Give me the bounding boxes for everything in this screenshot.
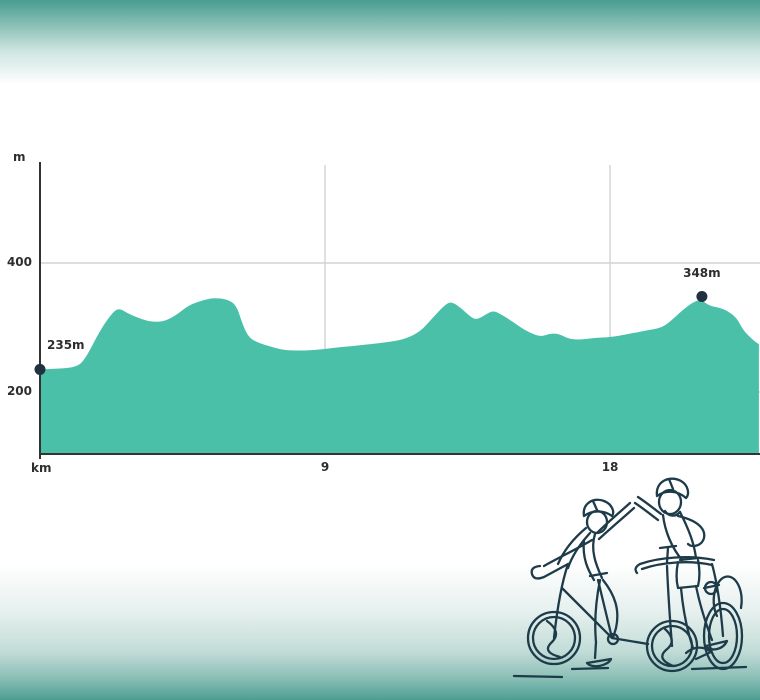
right-bike-seat-icon [658,544,678,564]
chart-axes [39,162,760,459]
man-feet-icon [684,639,729,661]
left-wheel-spoke-squiggle-icon [545,619,562,659]
man-highfive-arm-icon [633,495,663,522]
girl-highfive-arm-icon [595,501,636,541]
girl-helmet-icon [582,498,615,518]
elevation-area[interactable] [40,298,759,454]
right-bike-fork-icon [710,562,725,638]
elevation-marker-dot-348 [696,291,708,303]
man-beard-icon [663,509,682,517]
y-tick-label-200: 200 [6,384,32,398]
girl-legs-icon [593,578,619,660]
left-bike-front-wheel-icon [526,610,582,666]
girl-hair-icon [556,526,592,570]
man-helmet-icon [655,477,690,500]
right-bike-toptube-icon [634,556,716,575]
girl-foot-icon [585,657,613,668]
left-bike-seat-icon [588,571,609,578]
left-bike-front-wheel-rim-icon [531,615,577,661]
girl-handlebar-arm-icon [542,538,594,568]
x-tick-label-9: 9 [320,460,330,474]
man-shorts-icon [675,556,701,590]
man-legs-icon [679,584,714,650]
y-tick-label-400: 400 [6,255,32,269]
girl-torso-icon [582,532,604,582]
elevation-annotation-label-235: 235m [47,338,85,353]
right-bike-rear-fender-icon [712,575,743,618]
y-axis-unit-label: m [13,150,26,164]
bottom-gradient-banner [0,480,760,700]
left-bike-fork-icon [552,562,570,640]
ground-stroke-icon [512,665,748,679]
elevation-annotation-label-348: 348m [683,265,721,280]
elevation-marker-dot-235 [34,363,46,375]
right-bike-pedal-icon [702,583,721,590]
cyclists-high-five-illustration [512,477,748,679]
x-axis-unit-label: km [31,461,52,475]
x-tick-label-18: 18 [601,460,619,474]
elevation-markers [34,291,708,375]
middle-wheel-icon [645,619,699,673]
man-hip-arm-icon [676,514,706,548]
girl-head-icon [585,509,609,535]
left-bike-handlebar-icon [530,562,570,580]
right-bike-seattube-icon [665,564,674,648]
right-bike-front-wheel-rim-icon [707,607,739,665]
